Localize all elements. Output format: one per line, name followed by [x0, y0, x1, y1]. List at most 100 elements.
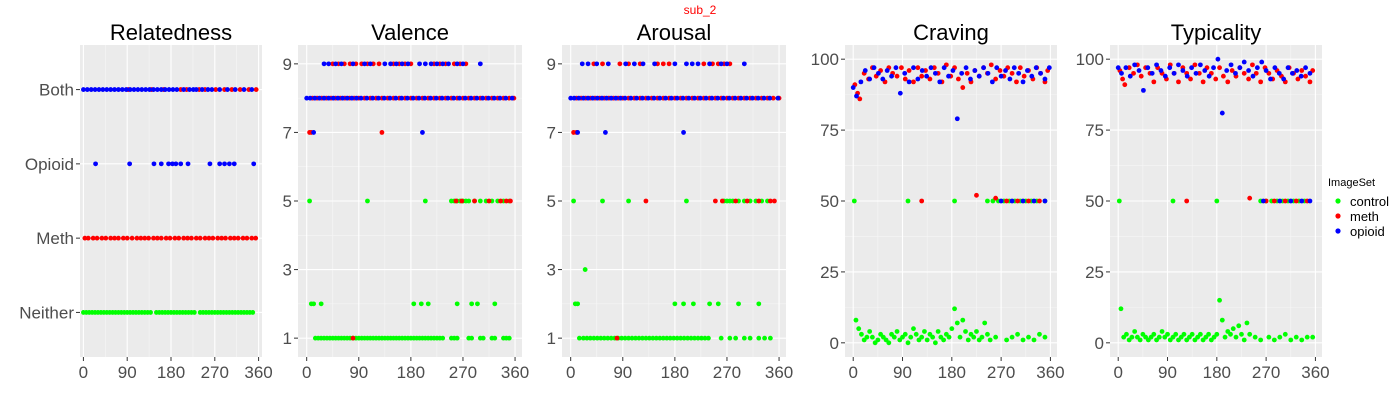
point-opioid: [104, 87, 110, 92]
point-control: [1037, 331, 1042, 337]
point-control: [1214, 198, 1220, 204]
facet-title: Valence: [371, 20, 449, 45]
point-opioid: [902, 70, 908, 76]
point-opioid: [726, 95, 732, 101]
legend-label: opioid: [1350, 224, 1385, 239]
point-meth: [770, 95, 776, 101]
point-control: [982, 320, 988, 326]
point-control: [987, 337, 993, 343]
point-opioid: [631, 61, 637, 67]
point-opioid: [1154, 62, 1159, 68]
x-tick-label: 360: [244, 363, 272, 382]
point-opioid: [1123, 65, 1129, 71]
point-opioid: [96, 87, 102, 92]
point-control: [664, 335, 670, 341]
point-meth: [94, 235, 100, 241]
point-opioid: [998, 198, 1004, 204]
point-opioid: [608, 95, 614, 101]
x-tick-label: 270: [1252, 363, 1280, 382]
point-opioid: [1237, 65, 1243, 71]
point-opioid: [1307, 198, 1313, 204]
point-meth: [503, 198, 509, 204]
point-control: [672, 301, 678, 307]
point-opioid: [1020, 79, 1026, 85]
point-control: [594, 335, 600, 341]
point-control: [1156, 334, 1162, 340]
point-opioid: [451, 95, 457, 101]
point-opioid: [127, 161, 133, 167]
point-opioid: [1141, 87, 1146, 93]
point-opioid: [1127, 73, 1133, 79]
point-control: [1118, 306, 1124, 312]
point-opioid: [422, 95, 428, 101]
y-tick-label: 25: [820, 263, 839, 282]
facet-title: Typicality: [1171, 20, 1261, 45]
point-meth: [231, 235, 237, 241]
point-meth: [181, 235, 187, 241]
point-meth: [712, 198, 718, 204]
point-meth: [899, 65, 904, 71]
point-control: [1252, 334, 1258, 340]
point-meth: [931, 65, 937, 71]
point-meth: [103, 235, 109, 241]
point-opioid: [166, 161, 171, 167]
point-opioid: [404, 95, 410, 101]
point-meth: [1229, 68, 1235, 73]
point-opioid: [205, 87, 211, 92]
point-opioid: [1011, 65, 1017, 71]
point-opioid: [738, 95, 744, 101]
point-meth: [176, 235, 182, 241]
x-tick-label: 90: [1158, 363, 1177, 382]
point-meth: [215, 235, 221, 241]
point-control: [902, 331, 908, 337]
point-opioid: [81, 87, 86, 92]
point-meth: [376, 61, 382, 67]
point-meth: [1017, 65, 1023, 71]
y-tick-label: 5: [283, 192, 292, 211]
point-opioid: [858, 79, 864, 85]
point-control: [707, 301, 712, 307]
point-control: [867, 329, 873, 334]
point-meth: [129, 235, 135, 241]
x-tick-label: 180: [397, 363, 425, 382]
point-opioid: [585, 95, 591, 101]
point-meth: [911, 79, 916, 85]
point-opioid: [93, 161, 98, 167]
point-opioid: [333, 61, 339, 67]
point-meth: [167, 235, 173, 241]
point-control: [671, 335, 677, 341]
point-control: [647, 335, 652, 341]
point-opioid: [1031, 198, 1037, 204]
point-opioid: [158, 87, 164, 92]
data-points: [1115, 56, 1316, 343]
point-opioid: [181, 87, 187, 92]
point-control: [762, 335, 767, 341]
point-meth: [227, 235, 233, 241]
point-meth: [163, 235, 169, 241]
point-meth: [120, 235, 126, 241]
legend-item-control: control: [1335, 194, 1389, 209]
point-meth: [643, 198, 649, 204]
point-opioid: [222, 161, 227, 167]
point-opioid: [623, 61, 629, 67]
point-control: [633, 335, 638, 341]
point-opioid: [1197, 62, 1203, 68]
point-control: [425, 301, 431, 307]
point-meth: [112, 235, 117, 241]
point-control: [1159, 329, 1165, 334]
x-tick-label: 360: [1036, 363, 1064, 382]
point-opioid: [724, 61, 730, 67]
point-meth: [1176, 79, 1181, 85]
point-meth: [138, 235, 144, 241]
data-points: [81, 87, 259, 315]
panel-relatedness: 0 90 180 270 360 Neither Meth Opioid Both Related…: [19, 20, 273, 382]
point-opioid: [1025, 68, 1030, 73]
point-meth: [1015, 198, 1020, 204]
point-opioid: [410, 95, 416, 101]
point-control: [587, 335, 593, 341]
point-opioid: [613, 95, 619, 101]
point-control: [1310, 334, 1316, 340]
point-control: [747, 335, 753, 341]
point-control: [657, 335, 663, 341]
point-opioid: [645, 95, 651, 101]
